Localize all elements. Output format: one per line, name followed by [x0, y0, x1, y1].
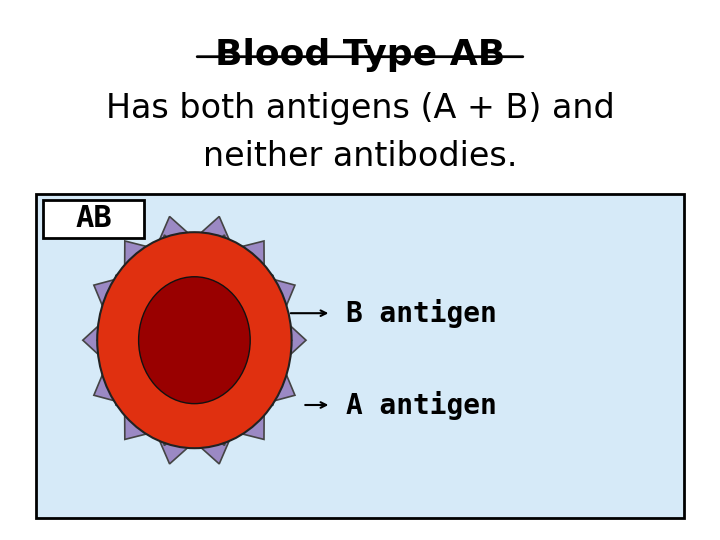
Ellipse shape	[97, 232, 292, 448]
Ellipse shape	[139, 276, 251, 403]
Text: B antigen: B antigen	[346, 299, 496, 328]
FancyBboxPatch shape	[36, 194, 684, 518]
FancyBboxPatch shape	[43, 200, 144, 238]
Text: A antigen: A antigen	[346, 390, 496, 420]
Text: neither antibodies.: neither antibodies.	[203, 140, 517, 173]
Text: Has both antigens (A + B) and: Has both antigens (A + B) and	[106, 92, 614, 125]
Polygon shape	[83, 217, 306, 464]
Polygon shape	[97, 235, 292, 446]
Text: AB: AB	[75, 204, 112, 233]
Text: Blood Type AB: Blood Type AB	[215, 38, 505, 72]
